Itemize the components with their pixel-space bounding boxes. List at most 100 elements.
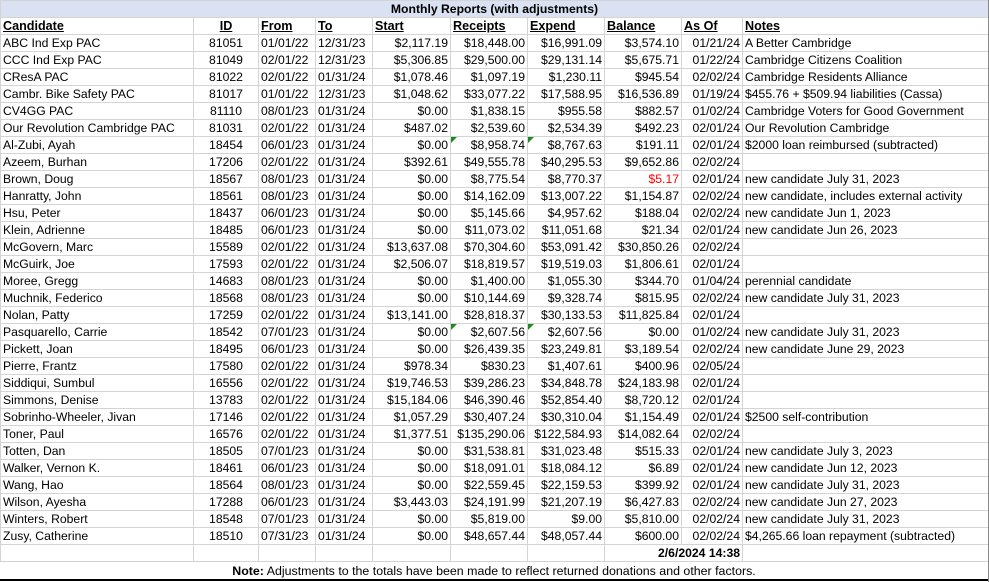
cell-start[interactable]: $0.00 (372, 289, 451, 307)
cell-start[interactable]: $15,184.06 (372, 391, 451, 409)
cell-balance[interactable]: $1,154.49 (604, 408, 682, 426)
cell-as-of[interactable]: 01/22/24 (681, 51, 743, 69)
cell-candidate[interactable]: Pickett, Joan (0, 340, 194, 358)
cell-notes[interactable] (742, 306, 988, 324)
cell-candidate[interactable]: Toner, Paul (0, 425, 194, 443)
cell-receipts[interactable]: $14,162.09 (450, 187, 528, 205)
empty-cell[interactable] (742, 544, 988, 562)
cell-expend[interactable]: $40,295.53 (527, 153, 605, 171)
cell-receipts[interactable]: $1,097.19 (450, 68, 528, 86)
cell-from[interactable]: 02/01/22 (258, 374, 316, 392)
cell-start[interactable]: $0.00 (372, 459, 451, 477)
cell-to[interactable]: 01/31/24 (315, 119, 373, 137)
cell-receipts[interactable]: $5,145.66 (450, 204, 528, 222)
cell-balance[interactable]: $5,675.71 (604, 51, 682, 69)
cell-id[interactable]: 81049 (193, 51, 259, 69)
cell-candidate[interactable]: Klein, Adrienne (0, 221, 194, 239)
cell-to[interactable]: 01/31/24 (315, 391, 373, 409)
cell-from[interactable]: 08/01/23 (258, 476, 316, 494)
cell-start[interactable]: $0.00 (372, 323, 451, 341)
cell-candidate[interactable]: Hanratty, John (0, 187, 194, 205)
cell-receipts[interactable]: $18,091.01 (450, 459, 528, 477)
cell-from[interactable]: 08/01/23 (258, 289, 316, 307)
cell-balance[interactable]: $945.54 (604, 68, 682, 86)
cell-candidate[interactable]: Winters, Robert (0, 510, 194, 528)
cell-receipts[interactable]: $26,439.35 (450, 340, 528, 358)
cell-expend[interactable]: $1,407.61 (527, 357, 605, 375)
cell-to[interactable]: 01/31/24 (315, 340, 373, 358)
cell-balance[interactable]: $30,850.26 (604, 238, 682, 256)
cell-id[interactable]: 18485 (193, 221, 259, 239)
cell-start[interactable]: $0.00 (372, 102, 451, 120)
cell-from[interactable]: 02/01/22 (258, 408, 316, 426)
cell-expend[interactable]: $9,328.74 (527, 289, 605, 307)
cell-balance[interactable]: $16,536.89 (604, 85, 682, 103)
cell-to[interactable]: 12/31/23 (315, 85, 373, 103)
cell-candidate[interactable]: Muchnik, Federico (0, 289, 194, 307)
cell-from[interactable]: 08/01/23 (258, 272, 316, 290)
cell-from[interactable]: 07/31/23 (258, 527, 316, 545)
cell-receipts[interactable]: $31,538.81 (450, 442, 528, 460)
cell-id[interactable]: 13783 (193, 391, 259, 409)
cell-expend[interactable]: $30,310.04 (527, 408, 605, 426)
cell-expend[interactable]: $11,051.68 (527, 221, 605, 239)
cell-as-of[interactable]: 02/02/24 (681, 289, 743, 307)
cell-receipts[interactable]: $24,191.99 (450, 493, 528, 511)
cell-balance[interactable]: $11,825.84 (604, 306, 682, 324)
cell-balance[interactable]: $1,806.61 (604, 255, 682, 273)
cell-receipts[interactable]: $33,077.22 (450, 85, 528, 103)
cell-id[interactable]: 17206 (193, 153, 259, 171)
cell-notes[interactable]: $455.76 + $509.94 liabilities (Cassa) (742, 85, 988, 103)
cell-to[interactable]: 12/31/23 (315, 51, 373, 69)
cell-expend[interactable]: $1,055.30 (527, 272, 605, 290)
cell-as-of[interactable]: 02/02/24 (681, 527, 743, 545)
cell-balance[interactable]: $492.23 (604, 119, 682, 137)
cell-as-of[interactable]: 02/02/24 (681, 204, 743, 222)
empty-cell[interactable] (450, 544, 528, 562)
cell-to[interactable]: 01/31/24 (315, 289, 373, 307)
cell-to[interactable]: 01/31/24 (315, 68, 373, 86)
cell-id[interactable]: 18437 (193, 204, 259, 222)
cell-notes[interactable] (742, 153, 988, 171)
cell-id[interactable]: 17288 (193, 493, 259, 511)
cell-id[interactable]: 17146 (193, 408, 259, 426)
cell-to[interactable]: 01/31/24 (315, 476, 373, 494)
cell-receipts[interactable]: $48,657.44 (450, 527, 528, 545)
cell-notes[interactable]: $4,265.66 loan repayment (subtracted) (742, 527, 988, 545)
cell-start[interactable]: $0.00 (372, 204, 451, 222)
cell-notes[interactable]: Cambridge Voters for Good Government (742, 102, 988, 120)
cell-start[interactable]: $0.00 (372, 476, 451, 494)
cell-start[interactable]: $13,637.08 (372, 238, 451, 256)
cell-expend[interactable]: $22,159.53 (527, 476, 605, 494)
cell-notes[interactable]: A Better Cambridge (742, 34, 988, 52)
cell-candidate[interactable]: Walker, Vernon K. (0, 459, 194, 477)
cell-balance[interactable]: $8,720.12 (604, 391, 682, 409)
cell-from[interactable]: 06/01/23 (258, 221, 316, 239)
cell-from[interactable]: 07/01/23 (258, 510, 316, 528)
cell-balance[interactable]: $24,183.98 (604, 374, 682, 392)
cell-start[interactable]: $1,048.62 (372, 85, 451, 103)
cell-id[interactable]: 17580 (193, 357, 259, 375)
header-start[interactable]: Start (372, 17, 451, 35)
cell-notes[interactable]: Cambridge Residents Alliance (742, 68, 988, 86)
cell-as-of[interactable]: 02/01/24 (681, 255, 743, 273)
cell-start[interactable]: $0.00 (372, 170, 451, 188)
cell-to[interactable]: 01/31/24 (315, 408, 373, 426)
cell-start[interactable]: $0.00 (372, 510, 451, 528)
cell-to[interactable]: 01/31/24 (315, 357, 373, 375)
cell-as-of[interactable]: 02/02/24 (681, 510, 743, 528)
cell-start[interactable]: $5,306.85 (372, 51, 451, 69)
cell-balance[interactable]: $14,082.64 (604, 425, 682, 443)
cell-id[interactable]: 81017 (193, 85, 259, 103)
cell-from[interactable]: 06/01/23 (258, 340, 316, 358)
cell-receipts[interactable]: $8,775.54 (450, 170, 528, 188)
cell-notes[interactable] (742, 238, 988, 256)
cell-expend[interactable]: $2,607.56 (527, 323, 605, 341)
cell-from[interactable]: 02/01/22 (258, 238, 316, 256)
cell-notes[interactable]: new candidate July 31, 2023 (742, 323, 988, 341)
cell-balance[interactable]: $9,652.86 (604, 153, 682, 171)
cell-balance[interactable]: $21.34 (604, 221, 682, 239)
empty-cell[interactable] (193, 544, 259, 562)
cell-from[interactable]: 02/01/22 (258, 51, 316, 69)
cell-from[interactable]: 08/01/23 (258, 102, 316, 120)
